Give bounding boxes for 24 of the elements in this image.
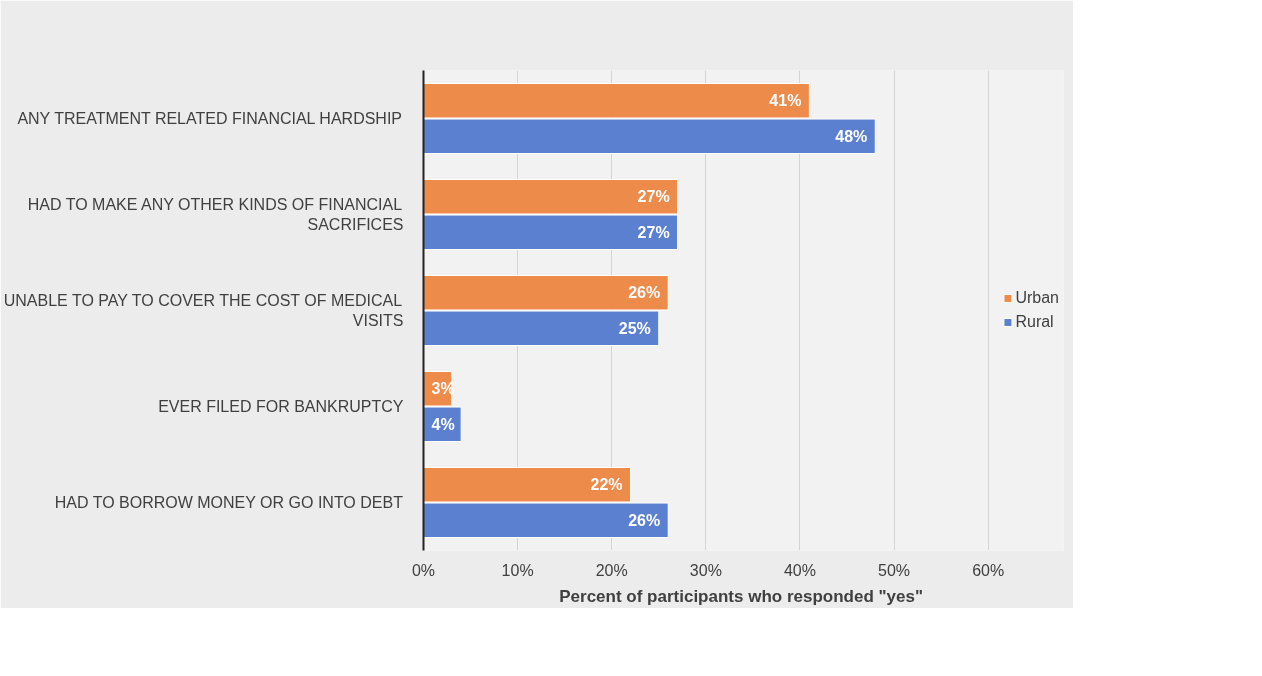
x-tick-label: 50% bbox=[878, 561, 911, 579]
x-axis-title: Percent of participants who responded "yes" bbox=[559, 586, 924, 606]
y-tick-label: HAD TO MAKE ANY OTHER KINDS OF FINANCIAL SACRIFICES bbox=[27, 195, 404, 234]
y-tick-label: ANY TREATMENT RELATED FINANCIAL HARDSHIP bbox=[17, 110, 403, 127]
data-label: 27% bbox=[637, 223, 670, 241]
data-label: 27% bbox=[637, 188, 670, 206]
y-tick-label: EVER FILED FOR BANKRUPTCY bbox=[158, 398, 404, 415]
data-label: 26% bbox=[628, 284, 661, 302]
legend-label: Rural bbox=[1015, 313, 1054, 331]
x-tick-label: 20% bbox=[595, 561, 628, 579]
x-tick-label: 30% bbox=[689, 561, 722, 579]
x-tick-label: 40% bbox=[783, 561, 816, 579]
x-tick-label: 60% bbox=[972, 561, 1005, 579]
data-label: 26% bbox=[628, 511, 661, 529]
data-label: 25% bbox=[618, 319, 651, 337]
data-label: 41% bbox=[769, 92, 802, 110]
legend-label: Urban bbox=[1015, 289, 1059, 307]
x-tick-label: 0% bbox=[411, 561, 436, 579]
data-label: 22% bbox=[590, 476, 623, 494]
data-label: 4% bbox=[431, 415, 455, 433]
x-tick-label: 10% bbox=[501, 561, 534, 579]
y-tick-label: HAD TO BORROW MONEY OR GO INTO DEBT bbox=[54, 494, 404, 511]
y-tick-label: UNABLE TO PAY TO COVER THE COST OF MEDICAL VISITS bbox=[3, 291, 404, 330]
data-label: 48% bbox=[835, 127, 868, 145]
